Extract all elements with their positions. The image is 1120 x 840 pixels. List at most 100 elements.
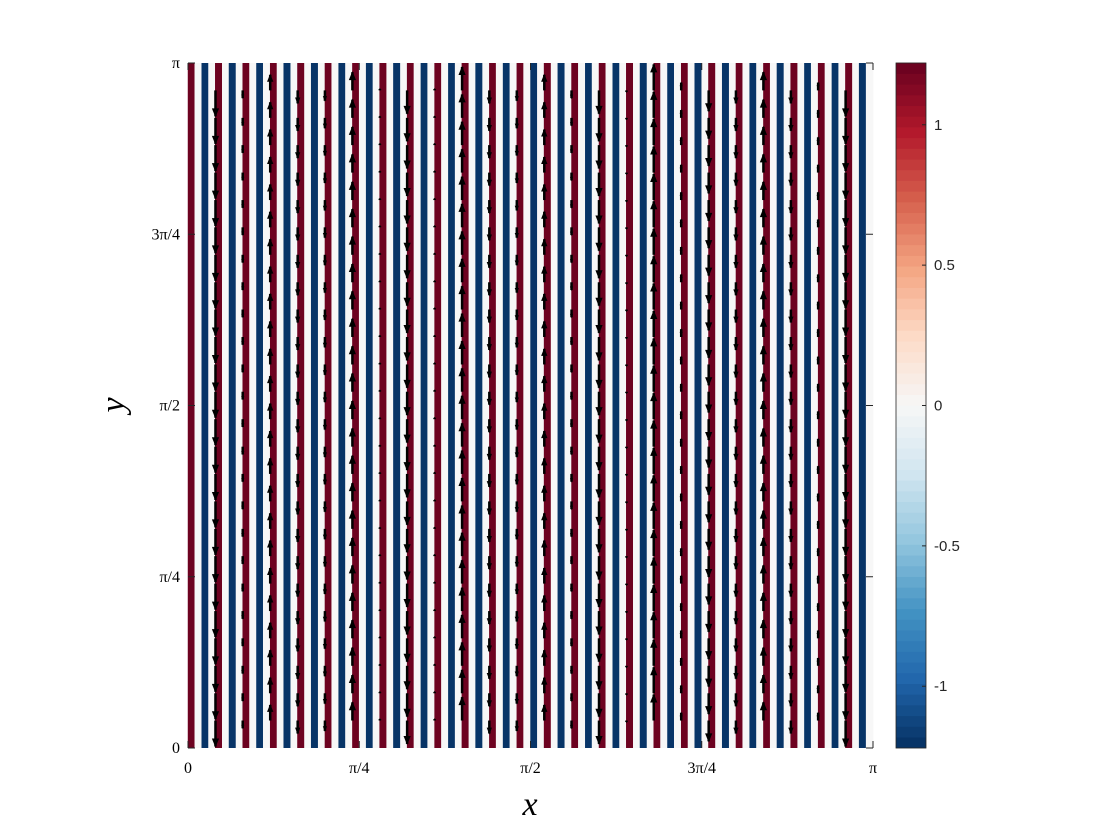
arrow-head	[788, 727, 794, 735]
quiver-arrow	[295, 556, 301, 571]
arrow-head	[211, 163, 220, 173]
arrow-head	[267, 594, 274, 603]
quiver-arrow	[295, 117, 301, 132]
arrow-head	[569, 642, 574, 648]
quiver-arrow	[624, 117, 628, 121]
heatmap-cell	[612, 63, 620, 748]
arrow-head	[322, 452, 328, 459]
quiver-arrow	[842, 90, 850, 118]
arrow-head	[788, 125, 794, 132]
arrow-head	[842, 245, 850, 255]
colorbar-step	[896, 308, 926, 321]
quiver-arrow	[595, 611, 603, 636]
quiver-arrow	[267, 101, 274, 118]
quiver-arrow	[816, 328, 820, 337]
arrow-head	[241, 149, 245, 154]
quiver-arrow	[759, 180, 768, 201]
quiver-arrow	[624, 583, 628, 586]
arrow-head	[624, 529, 628, 532]
arrow-head	[650, 419, 658, 429]
quiver-arrow	[788, 693, 794, 708]
quiver-arrow	[348, 646, 357, 666]
y-tick-label: π	[172, 55, 180, 72]
quiver-arrow	[295, 172, 301, 187]
arrow-head	[733, 152, 739, 160]
colorbar-step	[896, 737, 926, 749]
arrow-head	[433, 225, 437, 227]
quiver-arrow	[486, 583, 492, 598]
arrow-head	[486, 453, 492, 461]
arrow-head	[679, 355, 683, 361]
quiver-arrow	[816, 602, 820, 612]
quiver-arrow	[842, 501, 850, 529]
arrow-head	[241, 94, 245, 100]
quiver-arrow	[759, 345, 768, 365]
arrow-head	[241, 176, 245, 182]
quiver-arrow	[541, 703, 548, 721]
quiver-arrow	[595, 556, 603, 581]
arrow-head	[403, 242, 411, 252]
quiver-arrow	[267, 457, 274, 474]
quiver-arrow	[788, 473, 794, 488]
arrow-head	[759, 71, 768, 81]
arrow-head	[458, 504, 466, 514]
quiver-arrow	[624, 556, 628, 559]
quiver-arrow	[624, 528, 628, 532]
colorbar-step	[896, 640, 926, 652]
arrow-head	[486, 563, 492, 571]
arrow-head	[595, 324, 603, 334]
arrow-head	[403, 160, 411, 170]
arrow-head	[624, 200, 628, 203]
arrow-head	[624, 693, 628, 696]
quiver-arrow	[322, 473, 328, 486]
arrow-head	[378, 636, 382, 638]
quiver-arrow	[842, 254, 850, 282]
arrow-head	[733, 179, 739, 187]
arrow-head	[267, 128, 274, 137]
arrow-head	[705, 651, 713, 661]
arrow-head	[650, 118, 658, 128]
arrow-head	[348, 399, 357, 409]
arrow-head	[759, 317, 768, 327]
heatmap-cell	[413, 63, 422, 748]
quiver-arrow	[514, 693, 519, 705]
quiver-arrow	[541, 128, 548, 146]
quiver-arrow	[679, 355, 683, 365]
quiver-arrow	[211, 309, 220, 337]
quiver-arrow	[241, 117, 245, 127]
quiver-arrow	[679, 273, 683, 283]
arrow-head	[759, 482, 768, 492]
quiver-arrow	[624, 145, 628, 148]
arrow-head	[403, 270, 411, 280]
quiver-arrow	[295, 665, 301, 680]
arrow-head	[514, 534, 519, 541]
arrow-head	[322, 671, 328, 678]
quiver-arrow	[486, 282, 492, 297]
quiver-arrow	[569, 693, 574, 703]
heatmap-cell	[701, 63, 709, 748]
quiver-arrow	[486, 90, 492, 105]
colorbar-step	[896, 73, 926, 85]
quiver-arrow	[788, 391, 794, 406]
heatmap-cell	[804, 63, 812, 748]
quiver-arrow	[267, 238, 274, 255]
arrow-head	[211, 108, 220, 118]
arrow-head	[433, 389, 437, 392]
quiver-arrow	[759, 153, 768, 173]
quiver-arrow	[569, 227, 574, 237]
quiver-arrow	[759, 674, 768, 694]
arrow-head	[241, 204, 245, 209]
arrow-head	[458, 476, 466, 486]
quiver-arrow	[486, 556, 492, 571]
arrow-head	[569, 587, 574, 593]
quiver-arrow	[295, 419, 301, 434]
arrow-head	[295, 97, 301, 105]
quiver-arrow	[842, 473, 850, 501]
arrow-head	[378, 389, 382, 392]
quiver-arrow	[733, 556, 739, 571]
quiver-arrow	[650, 556, 658, 584]
arrow-head	[842, 409, 850, 419]
quiver-arrow	[211, 336, 220, 365]
arrow-head	[295, 508, 301, 516]
arrow-head	[842, 190, 850, 200]
